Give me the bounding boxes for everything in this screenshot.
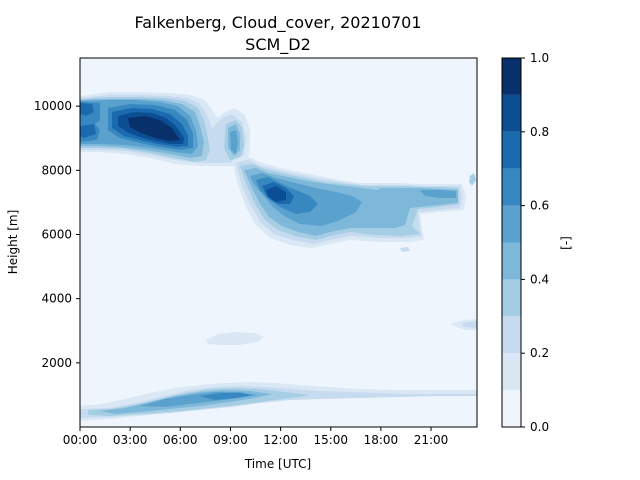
colorbar-tick-label: 0.0 [530,420,549,434]
chart-title: Falkenberg, Cloud_cover, 20210701 [134,13,421,33]
x-tick-label: 12:00 [263,433,298,447]
colorbar [502,58,521,427]
y-tick-label: 6000 [41,227,72,241]
contour-fill-layer [80,92,477,421]
colorbar-segment [502,168,521,206]
x-axis-label: Time [UTC] [244,457,311,471]
colorbar-segment [502,94,521,132]
contour-mid-speck-low [400,247,410,252]
colorbar-tick-label: 0.4 [530,272,549,286]
x-tick-label: 15:00 [313,433,348,447]
colorbar-segment [502,205,521,243]
colorbar-tick-label: 0.6 [530,199,549,213]
colorbar-axis: 0.0 0.2 0.4 0.6 0.8 1.0 [521,51,549,434]
y-axis-label: Height [m] [6,210,20,275]
colorbar-label: [-] [559,236,573,250]
y-tick-label: 8000 [41,163,72,177]
contour-patch-right-inner [462,321,477,328]
plot-frame [79,57,478,428]
y-axis: 2000 4000 6000 8000 10000 [34,99,80,370]
x-tick-label: 21:00 [414,433,449,447]
colorbar-tick-label: 0.2 [530,346,549,360]
contour-low-level6 [200,393,252,400]
colorbar-frame [501,57,522,428]
x-tick-label: 03:00 [113,433,148,447]
x-tick-label: 06:00 [163,433,198,447]
colorbar-tick-label: 1.0 [530,51,549,65]
x-tick-label: 00:00 [63,433,98,447]
colorbar-segment [502,131,521,169]
colorbar-segment [502,58,521,95]
colorbar-segment [502,390,521,427]
x-tick-label: 09:00 [213,433,248,447]
colorbar-segment [502,316,521,354]
contour-patch-mid [206,332,264,345]
x-axis: 00:00 03:00 06:00 09:00 12:00 15:00 18:00 21:00 [63,427,449,447]
x-tick-label: 18:00 [364,433,399,447]
y-tick-label: 10000 [34,99,72,113]
colorbar-segment [502,353,521,391]
colorbar-tick-label: 0.8 [530,125,549,139]
contour-upper-level9 [128,116,180,141]
contour-mid-level8 [266,186,286,202]
colorbar-segment [502,242,521,280]
chart-subtitle: SCM_D2 [245,35,311,55]
contour-mid-speck-right [469,173,476,186]
y-tick-label: 2000 [41,356,72,370]
colorbar-segment [502,279,521,317]
y-tick-label: 4000 [41,292,72,306]
